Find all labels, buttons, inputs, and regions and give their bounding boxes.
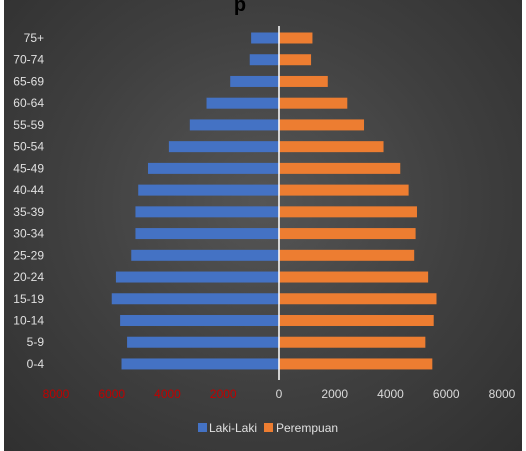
y-tick-label: 35-39 <box>13 205 44 219</box>
bar-female <box>279 293 437 305</box>
x-tick-label: 2000 <box>210 387 237 401</box>
x-tick-label: 6000 <box>98 387 125 401</box>
x-tick-label: 4000 <box>154 387 181 401</box>
bar-male <box>147 162 279 174</box>
bar-female <box>279 249 415 261</box>
bar-male <box>121 358 279 370</box>
y-tick-label: 5-9 <box>27 335 45 349</box>
bar-female <box>279 228 416 240</box>
bar-female <box>279 358 433 370</box>
bar-male <box>135 228 279 240</box>
bar-male <box>115 271 280 283</box>
bar-female <box>279 271 429 283</box>
bar-male <box>111 293 279 305</box>
y-tick-label: 0-4 <box>27 357 45 371</box>
y-tick-label: 15-19 <box>13 292 44 306</box>
bar-male <box>120 314 279 326</box>
chart-title-fragment: p <box>233 0 247 16</box>
bar-female <box>279 336 426 348</box>
bar-female <box>279 97 348 109</box>
legend-swatch-male <box>198 423 207 432</box>
bar-male <box>135 206 279 218</box>
bar-male <box>206 97 279 109</box>
y-tick-label: 20-24 <box>13 270 44 284</box>
bar-male <box>138 184 279 196</box>
legend-label-female: Perempuan <box>276 421 338 435</box>
y-tick-label: 70-74 <box>13 53 44 67</box>
bar-female <box>279 32 313 44</box>
y-tick-label: 55-59 <box>13 118 44 132</box>
bar-female <box>279 75 328 87</box>
chart-area <box>4 0 522 451</box>
bar-male <box>168 141 279 153</box>
legend-label-male: Laki-Laki <box>209 421 257 435</box>
bar-female <box>279 119 365 131</box>
bar-female <box>279 141 384 153</box>
y-tick-label: 75+ <box>24 31 44 45</box>
y-tick-label: 10-14 <box>13 313 44 327</box>
bar-male <box>251 32 279 44</box>
x-tick-label: 6000 <box>433 387 460 401</box>
y-tick-label: 60-64 <box>13 96 44 110</box>
y-tick-label: 50-54 <box>13 140 44 154</box>
bar-female <box>279 54 312 66</box>
y-tick-label: 45-49 <box>13 161 44 175</box>
bar-male <box>127 336 279 348</box>
x-tick-label: 8000 <box>43 387 70 401</box>
bar-male <box>230 75 279 87</box>
y-tick-label: 65-69 <box>13 74 44 88</box>
bar-female <box>279 206 417 218</box>
x-tick-label: 8000 <box>489 387 516 401</box>
y-tick-label: 40-44 <box>13 183 44 197</box>
bar-male <box>249 54 279 66</box>
y-tick-label: 25-29 <box>13 248 44 262</box>
bar-male <box>131 249 279 261</box>
bar-female <box>279 184 409 196</box>
bar-female <box>279 162 401 174</box>
x-tick-label: 2000 <box>321 387 348 401</box>
x-tick-label: 4000 <box>377 387 404 401</box>
x-tick-label: 0 <box>276 387 283 401</box>
y-tick-label: 30-34 <box>13 227 44 241</box>
bar-female <box>279 314 434 326</box>
legend-swatch-female <box>264 423 273 432</box>
bar-male <box>189 119 279 131</box>
